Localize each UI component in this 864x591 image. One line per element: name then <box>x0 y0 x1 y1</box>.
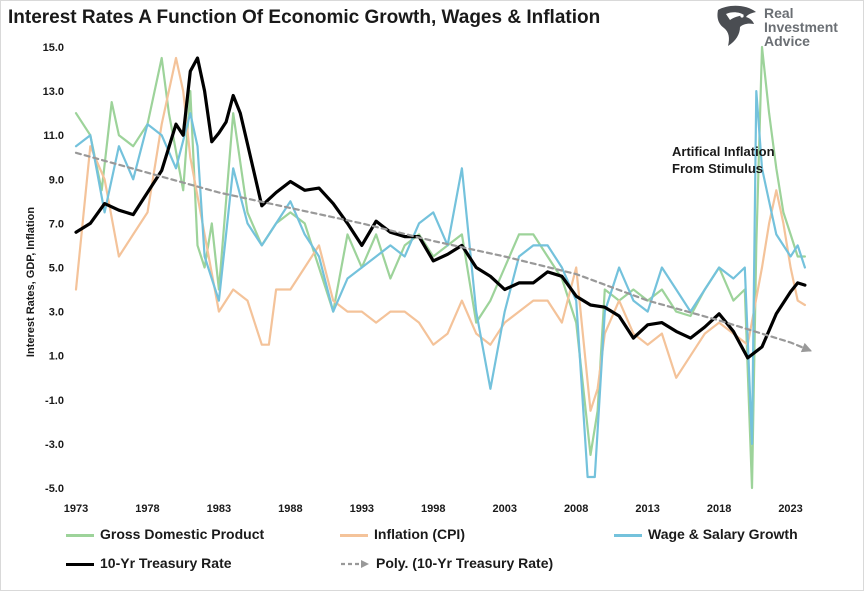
y-tick-label: 7.0 <box>49 218 64 230</box>
y-tick-label: 9.0 <box>49 174 64 186</box>
eagle-head-icon <box>717 5 756 47</box>
legend-label: Inflation (CPI) <box>374 526 465 542</box>
y-tick-label: -3.0 <box>45 439 64 451</box>
y-tick-label: 13.0 <box>43 86 64 98</box>
y-tick-label: 11.0 <box>43 130 64 142</box>
annotation-line: From Stimulus <box>672 161 764 176</box>
brand-line: Advice <box>764 33 810 49</box>
x-tick-label: 2013 <box>635 503 659 515</box>
legend-item-wages: Wage & Salary Growth <box>614 526 798 542</box>
y-tick-label: -1.0 <box>45 395 64 407</box>
series-line-poly-10-yr-treasury-rate <box>74 151 814 353</box>
series-line-wage-salary-growth <box>74 89 807 479</box>
legend-label: Poly. (10-Yr Treasury Rate) <box>376 555 554 571</box>
legend-item-trend: Poly. (10-Yr Treasury Rate) <box>340 555 553 571</box>
series-lines <box>74 45 814 490</box>
stimulus-annotation: Artifical Inflation From Stimulus <box>672 143 775 177</box>
x-tick-labels: 1973 1978 1983 1988 1993 1998 2003 2008 2013 2018… <box>64 503 803 515</box>
y-tick-label: 1.0 <box>49 351 64 363</box>
x-tick-label: 1983 <box>207 503 231 515</box>
x-tick-label: 1978 <box>135 503 159 515</box>
x-tick-label: 1988 <box>278 503 302 515</box>
chart-title: Interest Rates A Function Of Economic Gr… <box>8 7 601 28</box>
x-tick-label: 1993 <box>350 503 374 515</box>
legend-swatch <box>340 533 368 537</box>
x-tick-label: 2018 <box>707 503 731 515</box>
x-tick-label: 2008 <box>564 503 588 515</box>
x-tick-label: 1998 <box>421 503 445 515</box>
brand-name: Real Investment Advice <box>764 6 838 48</box>
annotation-line: Artifical Inflation <box>672 144 775 159</box>
x-tick-label: 2023 <box>778 503 802 515</box>
legend-swatch <box>66 533 94 537</box>
legend-label: Wage & Salary Growth <box>648 526 798 542</box>
y-tick-label: 5.0 <box>49 263 64 275</box>
legend-label: Gross Domestic Product <box>100 526 265 542</box>
brand-logo: Real Investment Advice <box>712 4 862 50</box>
legend-swatch <box>614 533 642 537</box>
legend-swatch <box>66 562 94 566</box>
legend-item-treasury: 10-Yr Treasury Rate <box>66 555 232 571</box>
trend-arrowhead <box>800 342 812 353</box>
series-line-inflation-cpi <box>74 56 807 412</box>
legend-label: 10-Yr Treasury Rate <box>100 555 232 571</box>
legend-item-gdp: Gross Domestic Product <box>66 526 264 542</box>
y-tick-labels: 15.0 13.0 11.0 9.0 7.0 5.0 3.0 1.0 -1.0 -3.0 -5.0 <box>43 42 64 495</box>
y-tick-label: 3.0 <box>49 307 64 319</box>
brand-line: Real <box>764 5 794 21</box>
brand-line: Investment <box>764 19 838 35</box>
x-tick-label: 2003 <box>492 503 516 515</box>
x-tick-label: 1973 <box>64 503 88 515</box>
y-tick-label: -5.0 <box>45 483 64 495</box>
legend-item-cpi: Inflation (CPI) <box>340 526 465 542</box>
legend-swatch <box>341 560 369 569</box>
y-tick-label: 15.0 <box>43 42 64 54</box>
